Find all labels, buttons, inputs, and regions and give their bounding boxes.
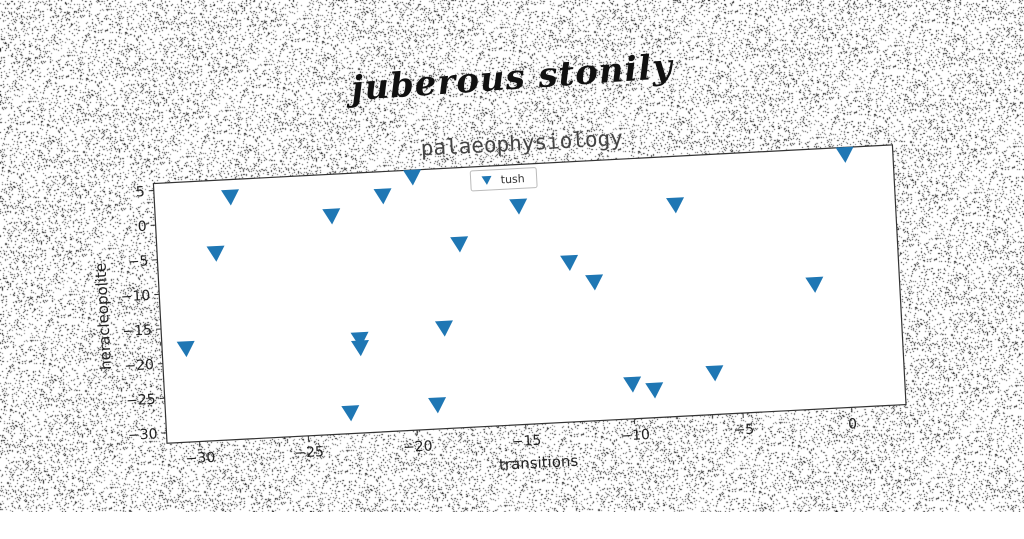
y-tick-label: −20 xyxy=(124,357,154,375)
plot-area-frame xyxy=(153,145,906,443)
y-tick-label: −25 xyxy=(126,392,156,410)
legend-label: tush xyxy=(500,172,525,186)
x-tick-label: −20 xyxy=(403,438,433,456)
x-tick-label: −5 xyxy=(733,422,754,439)
y-tick-label: −10 xyxy=(120,288,150,306)
y-axis-label: heracleopolite xyxy=(92,262,116,370)
x-tick-label: −30 xyxy=(185,450,215,468)
y-tick-label: −5 xyxy=(127,253,148,270)
x-tick-label: 0 xyxy=(848,416,858,432)
x-tick-label: −25 xyxy=(294,444,324,462)
legend: tush xyxy=(470,168,537,191)
y-tick-label: 5 xyxy=(136,184,146,200)
x-axis-label: transitions xyxy=(499,452,579,474)
y-tick-label: −30 xyxy=(128,426,158,444)
x-tick-label: −10 xyxy=(620,427,650,445)
y-tick-label: 0 xyxy=(137,219,147,235)
y-tick-label: −15 xyxy=(122,322,152,340)
x-tick-label: −15 xyxy=(511,433,541,451)
chart-title: palaeophysiology xyxy=(420,126,623,161)
